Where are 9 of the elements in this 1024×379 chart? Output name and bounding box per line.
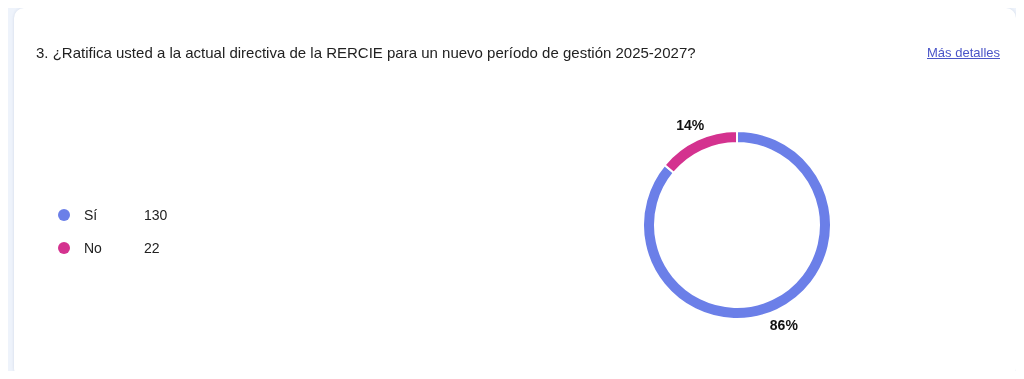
legend-label: Sí [84, 206, 99, 223]
text: Más detalles [927, 45, 1000, 60]
data-label: 86% [769, 316, 799, 333]
chart-title: 3. ¿Ratifica usted a la actual directiva de la RERCIE para un nuevo período de gestión 2025-2027? [36, 44, 696, 61]
donut-slice [642, 130, 832, 320]
data-label: 14% [676, 117, 705, 134]
text: 22 [144, 239, 160, 256]
text: 130 [144, 206, 168, 223]
legend-label: No [84, 239, 103, 256]
